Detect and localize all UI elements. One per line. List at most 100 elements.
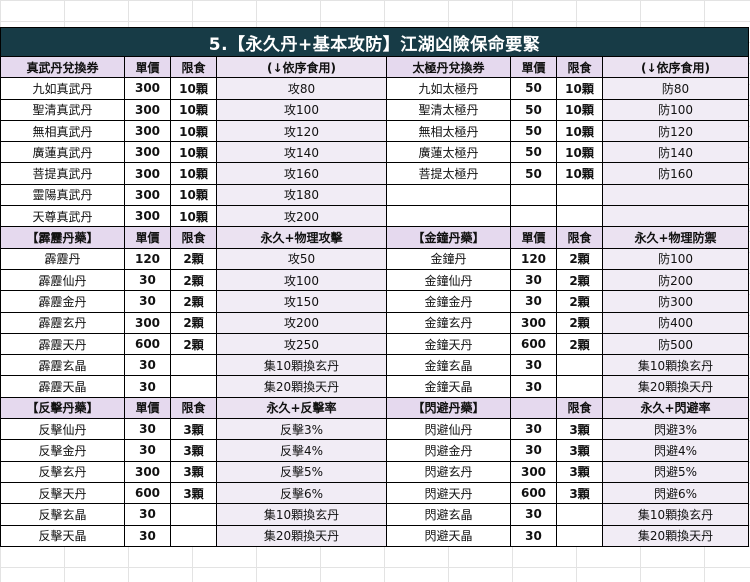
table-row: 反擊玄丹 300 3顆 反擊5% 閃避玄丹 300 3顆 閃避5% xyxy=(0,460,750,483)
effect-cell: 攻250 xyxy=(216,332,387,356)
table-row: 霹靂玄丹 300 2顆 攻200 金鐘玄丹 300 2顆 防400 xyxy=(0,311,750,334)
table-row: 無相真武丹 300 10顆 攻120 無相太極丹 50 10顆 防120 xyxy=(0,119,750,143)
limit-cell xyxy=(170,354,217,377)
right-header-cell: 單價 xyxy=(510,55,557,79)
item-name-cell: 霹靂天丹 xyxy=(0,332,125,356)
limit-cell: 10顆 xyxy=(556,77,603,100)
item-name-cell: 閃避天晶 xyxy=(386,524,511,547)
left-header-cell: 單價 xyxy=(124,226,171,249)
item-name-cell: 九如太極丹 xyxy=(386,77,511,100)
left-header-cell: 限食 xyxy=(170,55,217,79)
item-name-cell: 閃避仙丹 xyxy=(386,418,511,441)
table-row: 反擊天晶 30 集20顆換天丹 閃避天晶 30 集20顆換天丹 xyxy=(0,524,750,547)
item-name-cell: 九如真武丹 xyxy=(0,77,125,100)
price-cell: 50 xyxy=(510,119,557,143)
limit-cell: 3顆 xyxy=(556,439,603,462)
table-row: 反擊天丹 600 3顆 反擊6% 閃避天丹 600 3顆 閃避6% xyxy=(0,481,750,505)
right-header-cell: 【閃避丹藥】 xyxy=(386,396,511,420)
price-cell: 300 xyxy=(124,205,171,228)
left-header-cell: 【反擊丹藥】 xyxy=(0,396,125,420)
table-row: 反擊仙丹 30 3顆 反擊3% 閃避仙丹 30 3顆 閃避3% xyxy=(0,418,750,441)
table-row: 菩提真武丹 300 10顆 攻160 菩提太極丹 50 10顆 防160 xyxy=(0,162,750,185)
table-row: 靈陽真武丹 300 10顆 攻180 xyxy=(0,183,750,207)
item-name-cell: 金鐘天丹 xyxy=(386,332,511,356)
price-cell: 30 xyxy=(510,439,557,462)
item-name-cell: 閃避天丹 xyxy=(386,481,511,505)
limit-cell: 10顆 xyxy=(556,141,603,164)
price-cell: 30 xyxy=(510,268,557,292)
price-cell: 300 xyxy=(510,460,557,483)
price-cell: 30 xyxy=(124,354,171,377)
item-name-cell: 菩提真武丹 xyxy=(0,162,125,185)
item-name-cell: 反擊玄晶 xyxy=(0,503,125,526)
item-name-cell: 無相真武丹 xyxy=(0,119,125,143)
right-header-cell: 太極丹兌換券 xyxy=(386,55,511,79)
limit-cell: 2顆 xyxy=(556,332,603,356)
limit-cell: 10顆 xyxy=(170,183,217,207)
item-name-cell: 閃避玄丹 xyxy=(386,460,511,483)
item-name-cell: 反擊玄丹 xyxy=(0,460,125,483)
price-cell: 600 xyxy=(510,481,557,505)
price-cell: 300 xyxy=(124,162,171,185)
item-name-cell: 菩提太極丹 xyxy=(386,162,511,185)
effect-cell: 反擊6% xyxy=(216,481,387,505)
limit-cell xyxy=(170,503,217,526)
limit-cell: 2顆 xyxy=(556,311,603,334)
item-name-cell: 聖清真武丹 xyxy=(0,98,125,121)
price-cell xyxy=(510,205,557,228)
price-cell: 50 xyxy=(510,141,557,164)
left-header-cell: 單價 xyxy=(124,396,171,420)
price-cell: 30 xyxy=(124,375,171,398)
item-name-cell: 金鐘丹 xyxy=(386,247,511,270)
effect-cell: 集10顆換玄丹 xyxy=(216,354,387,377)
section-header-row: 【霹靂丹藥】 單價 限食 永久+物理攻擊 【金鐘丹藥】 單價 限食 永久+物理防禦 xyxy=(0,226,750,249)
price-cell: 50 xyxy=(510,98,557,121)
table-row: 霹靂天晶 30 集20顆換天丹 金鐘天晶 30 集20顆換天丹 xyxy=(0,375,750,398)
table-row: 九如真武丹 300 10顆 攻80 九如太極丹 50 10顆 防80 xyxy=(0,77,750,100)
price-cell: 30 xyxy=(510,503,557,526)
limit-cell: 3顆 xyxy=(556,418,603,441)
price-cell: 300 xyxy=(124,460,171,483)
price-cell: 30 xyxy=(510,418,557,441)
limit-cell: 10顆 xyxy=(170,77,217,100)
price-cell: 30 xyxy=(124,524,171,547)
limit-cell: 2顆 xyxy=(170,332,217,356)
right-header-cell: (↓依序食用) xyxy=(601,55,750,79)
limit-cell: 3顆 xyxy=(170,439,217,462)
effect-cell xyxy=(601,183,750,207)
price-cell: 300 xyxy=(124,183,171,207)
price-cell: 600 xyxy=(510,332,557,356)
limit-cell: 10顆 xyxy=(556,162,603,185)
limit-cell: 3顆 xyxy=(170,460,217,483)
effect-cell: 閃避4% xyxy=(601,439,750,462)
left-header-cell: 限食 xyxy=(170,226,217,249)
item-name-cell xyxy=(386,205,511,228)
right-header-cell: 限食 xyxy=(556,55,603,79)
limit-cell xyxy=(556,205,603,228)
item-name-cell xyxy=(386,183,511,207)
table-row: 反擊金丹 30 3顆 反擊4% 閃避金丹 30 3顆 閃避4% xyxy=(0,439,750,462)
sheet-title: 5.【永久丹+基本攻防】江湖凶險保命要緊 xyxy=(0,27,750,57)
effect-cell: 反擊4% xyxy=(216,439,387,462)
item-name-cell: 反擊天丹 xyxy=(0,481,125,505)
right-header-cell xyxy=(510,396,557,420)
price-cell: 30 xyxy=(510,290,557,313)
effect-cell: 攻140 xyxy=(216,141,387,164)
price-cell: 30 xyxy=(124,290,171,313)
price-cell: 300 xyxy=(124,119,171,143)
price-cell: 30 xyxy=(510,354,557,377)
price-cell: 300 xyxy=(124,98,171,121)
table-row: 反擊玄晶 30 集10顆換玄丹 閃避玄晶 30 集10顆換玄丹 xyxy=(0,503,750,526)
left-header-cell: 單價 xyxy=(124,55,171,79)
limit-cell: 10顆 xyxy=(170,98,217,121)
effect-cell: 攻100 xyxy=(216,98,387,121)
effect-cell: 防80 xyxy=(601,77,750,100)
limit-cell: 10顆 xyxy=(556,98,603,121)
limit-cell: 10顆 xyxy=(170,119,217,143)
section-header-row: 真武丹兌換券 單價 限食 (↓依序食用) 太極丹兌換券 單價 限食 (↓依序食用) xyxy=(0,55,750,79)
effect-cell: 防160 xyxy=(601,162,750,185)
price-cell: 600 xyxy=(124,481,171,505)
effect-cell: 攻80 xyxy=(216,77,387,100)
limit-cell xyxy=(556,375,603,398)
limit-cell: 2顆 xyxy=(556,268,603,292)
